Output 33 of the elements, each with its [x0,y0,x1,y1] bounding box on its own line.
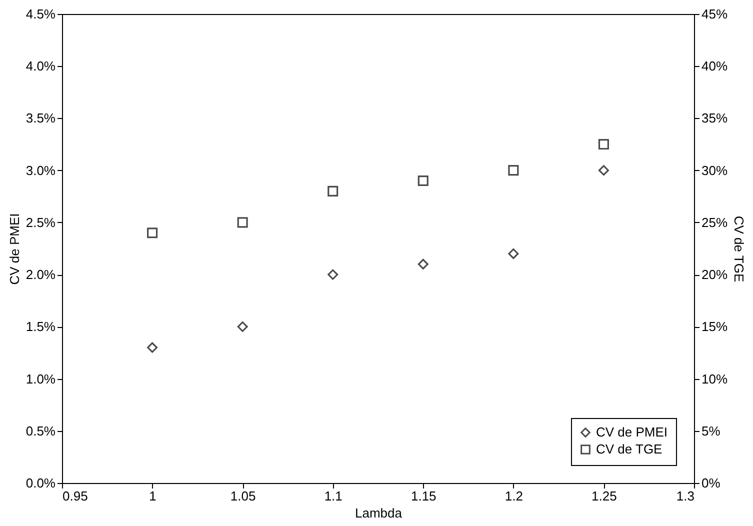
y2-tick-label: 40% [702,58,728,74]
y2-tick-label: 30% [702,162,728,178]
y2-tick-label: 5% [702,423,721,438]
y-tick-label: 4.5% [26,6,56,22]
legend-label: CV de TGE [596,442,663,456]
x-axis-title: Lambda [355,506,403,520]
y2-axis-title: CV de TGE [732,216,747,282]
x-tick-label: 1.05 [230,488,256,504]
y-tick-label: 2.5% [26,214,56,230]
y2-tick-label: 45% [702,6,728,22]
y2-tick-label: 20% [702,267,728,282]
y2-tick-label: 10% [702,371,728,386]
x-tick-label: 1.25 [592,488,617,504]
x-tick-label: 1.1 [324,488,342,504]
y-axis-title: CV de PMEI [6,213,22,285]
x-tick-label: 1.2 [504,488,523,504]
y-tick-label: 3.0% [26,162,56,178]
y-tick-label: 0.5% [26,423,56,438]
y-tick-label: 4.0% [26,58,56,74]
y-tick-label: 1.5% [26,319,56,334]
y-tick-label: 0.0% [26,476,56,490]
y2-tick-label: 15% [702,319,728,334]
y2-tick-label: 35% [702,110,728,126]
x-tick-label: 0.95 [62,488,88,504]
legend-label: CV de PMEI [596,424,668,440]
y-tick-label: 1.0% [26,371,56,386]
x-tick-label: 1.3 [676,488,694,504]
x-tick-label: 1 [149,488,156,504]
y2-tick-label: 25% [702,214,728,230]
x-tick-label: 1.15 [410,488,436,504]
y-tick-label: 3.5% [26,110,56,126]
y2-tick-label: 0% [702,476,721,490]
y-tick-label: 2.0% [26,267,56,282]
